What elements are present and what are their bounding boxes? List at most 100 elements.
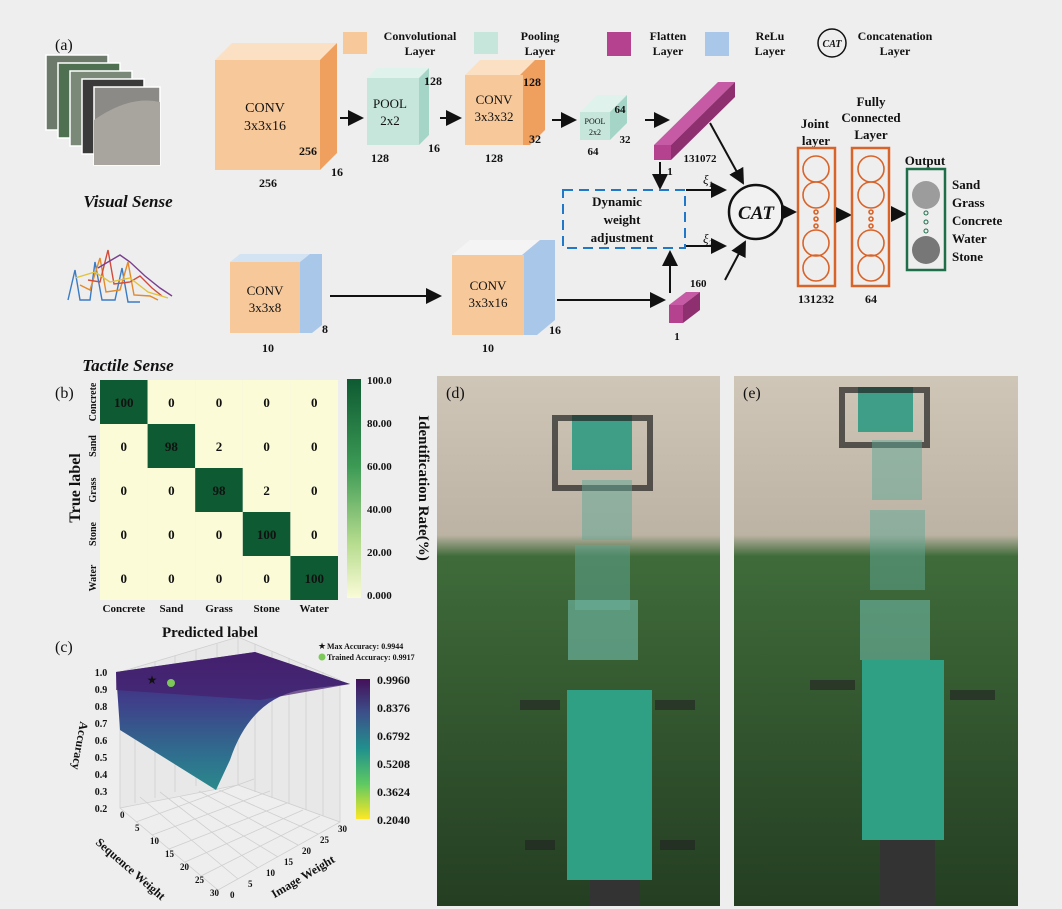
cm-cell: [147, 424, 196, 468]
visual-sense-label: Visual Sense: [83, 192, 173, 211]
cm-x-tick: Concrete: [103, 603, 146, 615]
panel-c: (c) ★ 1.00.90.80.70.60.50.40.30.2 051015…: [55, 636, 415, 903]
panel-d-photo: (d): [437, 376, 720, 906]
cm-colorbar: [347, 379, 361, 598]
surface-colorbar: [356, 679, 370, 819]
surface-zlabel: Accuracy: [69, 721, 91, 771]
surface-colorbar-tick: 0.8376: [377, 701, 410, 715]
panel-label-e: (e): [743, 385, 761, 402]
panel-label-d: (d): [446, 385, 465, 402]
tactile-flatten-one: 1: [674, 331, 680, 343]
legend-flatten-label: Flatten: [650, 29, 687, 43]
fc-title-3: Layer: [854, 127, 887, 142]
tactile-flatten-bar: 160 1: [669, 278, 707, 343]
cm-y-tick: Stone: [88, 522, 99, 546]
y-tick: 25: [320, 835, 330, 845]
pool2-w: 64: [588, 146, 600, 158]
cm-cell-value: 0: [168, 571, 175, 586]
cm-cell: [242, 512, 291, 556]
cm-cell: [242, 468, 291, 512]
joint-title-1: Joint: [801, 116, 830, 131]
pool1-h: 128: [424, 74, 442, 88]
z-tick: 1.0: [95, 668, 108, 679]
cm-cell-value: 100: [257, 527, 277, 542]
visual-conv2-block: CONV 3x3x32 128 32 128: [465, 60, 545, 165]
cm-cell: [147, 556, 196, 600]
cm-ylabel: True label: [67, 453, 84, 523]
tactile-conv1-name: CONV: [247, 283, 284, 298]
cm-cell: [290, 556, 338, 600]
x-tick: 0: [120, 810, 125, 820]
conv1-h: 256: [299, 144, 317, 158]
conv2-h: 128: [523, 75, 541, 89]
cm-colorbar-tick: 60.00: [367, 461, 392, 473]
pool2-h: 64: [615, 104, 627, 116]
cm-colorbar-tick: 20.00: [367, 547, 392, 559]
output-class: Stone: [952, 249, 983, 264]
conv2-name: CONV: [476, 92, 513, 107]
z-tick: 0.2: [95, 804, 108, 815]
legend-trained-accuracy: Trained Accuracy: 0.9917: [327, 653, 415, 662]
surface-colorbar-tick: 0.6792: [377, 729, 410, 743]
cm-cell-value: 0: [121, 527, 128, 542]
output-class: Water: [952, 231, 987, 246]
x-tick: 30: [210, 888, 220, 898]
cm-colorbar-tick: 80.00: [367, 418, 392, 430]
output-layer: Output Sand Grass Concrete Water Stone: [905, 153, 1003, 272]
cm-cell-value: 0: [263, 439, 270, 454]
cm-cell-value: 0: [263, 395, 270, 410]
cm-cell: [100, 556, 148, 600]
y-tick: 0: [230, 890, 235, 900]
legend-star-icon: ★: [318, 641, 326, 651]
cm-colorbar-tick: 100.0: [367, 375, 392, 387]
legend-cat-label: Concatenation: [858, 29, 933, 43]
output-class: Sand: [952, 177, 981, 192]
xi2-label: ξ2: [703, 231, 713, 248]
z-tick: 0.8: [95, 702, 108, 713]
y-ticks: 0 5 10 15 20 25 30: [230, 824, 348, 900]
cm-cell-value: 0: [311, 483, 318, 498]
panel-b: (b) 100 0 0 0 0 0 98 2 0 0 0 0 98 2 0 0 0 0 100 0 0 0 0 0 100 Con…: [55, 375, 431, 641]
tactile-conv2-kernel: 3x3x16: [469, 295, 509, 310]
cm-cell: [147, 468, 196, 512]
tactile-signals: [67, 249, 173, 303]
visual-image-stack: [45, 54, 161, 166]
cm-cell: [100, 380, 148, 424]
legend-cat-symbol: CAT: [823, 39, 843, 50]
trained-accuracy-marker: [167, 679, 175, 687]
cat-label: CAT: [738, 203, 775, 224]
tactile-conv2-name: CONV: [470, 278, 507, 293]
z-tick: 0.4: [95, 770, 108, 781]
cm-cell-value: 0: [168, 395, 175, 410]
legend-swatch-pool: [474, 32, 498, 54]
dynamic-label-1: Dynamic: [592, 194, 642, 209]
tactile-conv2-w: 10: [482, 341, 494, 355]
cm-colorbar-tick: 40.00: [367, 504, 392, 516]
cm-y-tick: Concrete: [88, 382, 99, 421]
cm-cell-value: 98: [165, 439, 179, 454]
legend-conv-label2: Layer: [405, 44, 436, 58]
cm-cell-value: 0: [216, 527, 223, 542]
cm-x-tick: Sand: [159, 603, 183, 615]
x-tick: 25: [195, 875, 205, 885]
legend-circle-icon: [318, 653, 326, 661]
cm-cell-value: 100: [114, 395, 134, 410]
y-tick: 5: [248, 879, 253, 889]
x-tick: 20: [180, 862, 190, 872]
cm-cell: [242, 380, 291, 424]
z-tick: 0.5: [95, 753, 108, 764]
legend-swatch-flatten: [607, 32, 631, 56]
max-accuracy-marker: ★: [147, 673, 158, 687]
cm-cell: [147, 512, 196, 556]
cm-cell-value: 0: [168, 483, 175, 498]
joint-layer: Joint layer 131232: [796, 116, 837, 306]
pool1-name: POOL: [373, 96, 407, 111]
cm-cell-value: 0: [263, 571, 270, 586]
cm-cell-value: 2: [263, 483, 270, 498]
legend-flatten-label2: Layer: [653, 44, 684, 58]
dynamic-label-3: adjustment: [591, 230, 655, 245]
cm-xlabel: Predicted label: [162, 625, 258, 641]
output-class: Concrete: [952, 213, 1003, 228]
output-class: Grass: [952, 195, 985, 210]
